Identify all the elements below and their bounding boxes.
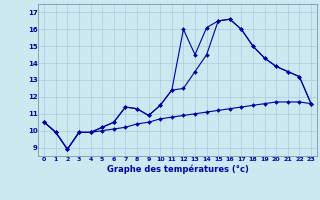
X-axis label: Graphe des températures (°c): Graphe des températures (°c): [107, 164, 249, 174]
